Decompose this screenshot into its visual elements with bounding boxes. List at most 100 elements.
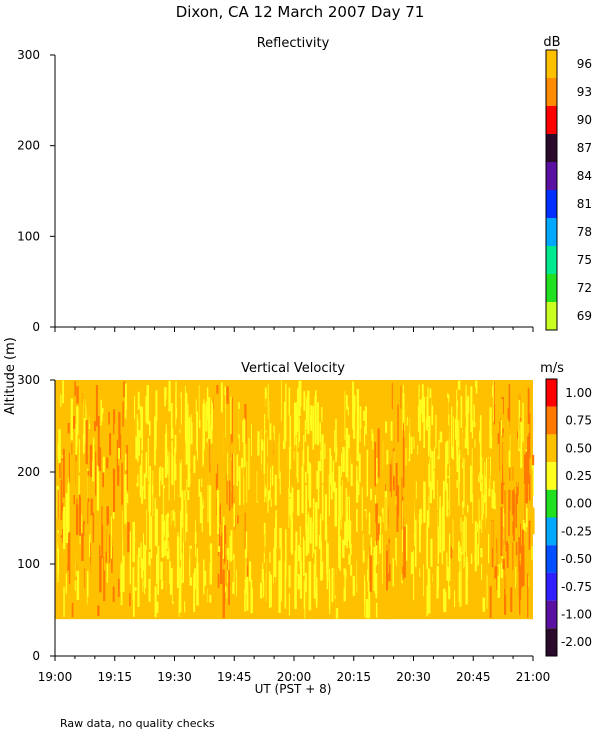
velocity-data-streak	[101, 506, 104, 558]
velocity-data-streak	[316, 470, 319, 490]
velocity-data-streak	[61, 460, 64, 503]
velocity-data-streak	[294, 550, 296, 586]
velocity-data-streak	[134, 459, 138, 484]
velocity-data-streak	[172, 584, 175, 602]
velocity-data-streak	[56, 553, 58, 592]
velocity-data-streak	[180, 522, 183, 536]
velocity-data-streak	[148, 565, 151, 579]
velocity-data-streak	[494, 566, 497, 579]
velocity-data-streak	[255, 386, 259, 423]
velocity-data-streak	[108, 524, 109, 535]
velocity-data-streak	[78, 550, 82, 579]
velocity-data-streak	[454, 380, 457, 419]
velocity-data-streak	[168, 451, 170, 501]
velocity-data-streak	[501, 482, 504, 505]
velocity-data-streak	[147, 512, 150, 550]
velocity-data-streak	[396, 485, 400, 532]
velocity-data-streak	[460, 517, 462, 533]
velocity-data-streak	[496, 493, 499, 521]
reflectivity-colorbar: 96 93 90 87 84 81 78 75 72 69	[545, 49, 592, 331]
velocity-data-streak	[202, 439, 204, 468]
velocity-data-streak	[231, 453, 234, 505]
velocity-data-streak	[435, 414, 437, 448]
velocity-y-tick-label: 200	[17, 465, 40, 479]
velocity-data-streak	[131, 458, 134, 486]
velocity-data-streak	[512, 466, 514, 481]
velocity-data-streak	[56, 388, 58, 419]
velocity-data-streak	[426, 525, 429, 570]
velocity-data-streak	[462, 501, 464, 515]
velocity-panel: 0 100 200 300 19:00 19:15 19:30 19:45 20:00 20:15…	[17, 373, 550, 684]
velocity-data-streak	[299, 561, 302, 599]
velocity-data-streak	[528, 520, 531, 550]
velocity-data-streak	[512, 490, 515, 515]
velocity-data-streak	[278, 560, 281, 613]
x-tick-label: 19:00	[38, 670, 73, 684]
velocity-data-streak	[307, 445, 309, 474]
velocity-data-streak	[59, 458, 61, 478]
velocity-data-streak	[159, 424, 163, 443]
velocity-data-streak	[207, 503, 211, 514]
velocity-colorbar-tick-label: 0.75	[565, 414, 592, 428]
velocity-data-streak	[387, 564, 389, 574]
velocity-data-streak	[226, 520, 228, 534]
velocity-data-streak	[88, 502, 91, 535]
velocity-data-streak	[358, 420, 360, 462]
velocity-data-streak	[363, 511, 366, 550]
velocity-data-streak	[324, 494, 327, 541]
velocity-data-streak	[263, 579, 265, 598]
velocity-data-streak	[111, 455, 113, 491]
velocity-data-streak	[195, 399, 197, 415]
velocity-data-streak	[413, 436, 415, 449]
velocity-data-streak	[459, 558, 461, 608]
velocity-data-streak	[454, 590, 456, 607]
velocity-data-streak	[504, 574, 507, 615]
velocity-data-streak	[286, 410, 289, 420]
velocity-data-streak	[178, 396, 181, 430]
velocity-data-streak	[285, 529, 287, 581]
velocity-data-streak	[106, 457, 109, 469]
velocity-data-streak	[275, 405, 279, 427]
velocity-data-streak	[366, 449, 369, 497]
velocity-data-streak	[186, 490, 190, 500]
velocity-data-streak	[329, 448, 332, 479]
velocity-data-streak	[216, 573, 220, 588]
velocity-data-streak	[137, 502, 141, 524]
velocity-data-streak	[284, 561, 287, 609]
velocity-data-streak	[94, 421, 96, 432]
velocity-data-streak	[417, 385, 420, 433]
velocity-data-streak	[165, 423, 167, 436]
reflectivity-y-tick-label: 200	[17, 139, 40, 153]
velocity-data-streak	[445, 398, 449, 441]
velocity-data-streak	[271, 465, 274, 486]
velocity-data-streak	[447, 518, 449, 567]
velocity-data-streak	[349, 496, 350, 548]
velocity-data-streak	[144, 532, 147, 546]
velocity-data-streak	[276, 433, 279, 442]
velocity-data-streak	[463, 458, 465, 508]
velocity-data-streak	[485, 518, 488, 565]
velocity-data-streak	[243, 418, 245, 449]
velocity-data-streak	[84, 524, 86, 564]
velocity-data-streak	[437, 480, 439, 510]
velocity-data-streak	[377, 531, 380, 562]
velocity-data-streak	[320, 513, 322, 563]
velocity-data-streak	[432, 539, 435, 591]
reflectivity-y-tick-label: 0	[32, 320, 40, 334]
velocity-data-streak	[517, 455, 519, 467]
velocity-data-streak	[342, 470, 345, 522]
velocity-data-streak	[71, 544, 73, 598]
velocity-data-streak	[466, 562, 469, 578]
velocity-data-streak	[426, 396, 428, 420]
velocity-data-streak	[479, 520, 481, 529]
velocity-data-streak	[428, 429, 430, 457]
velocity-data-streak	[342, 539, 345, 558]
velocity-data-streak	[477, 424, 479, 476]
velocity-data-streak	[70, 383, 72, 397]
velocity-data-streak	[145, 452, 147, 478]
velocity-data-streak	[109, 388, 112, 429]
velocity-data-streak	[230, 530, 233, 561]
velocity-data-streak	[88, 573, 91, 589]
velocity-data-streak	[227, 478, 229, 509]
velocity-data-streak	[73, 587, 75, 606]
